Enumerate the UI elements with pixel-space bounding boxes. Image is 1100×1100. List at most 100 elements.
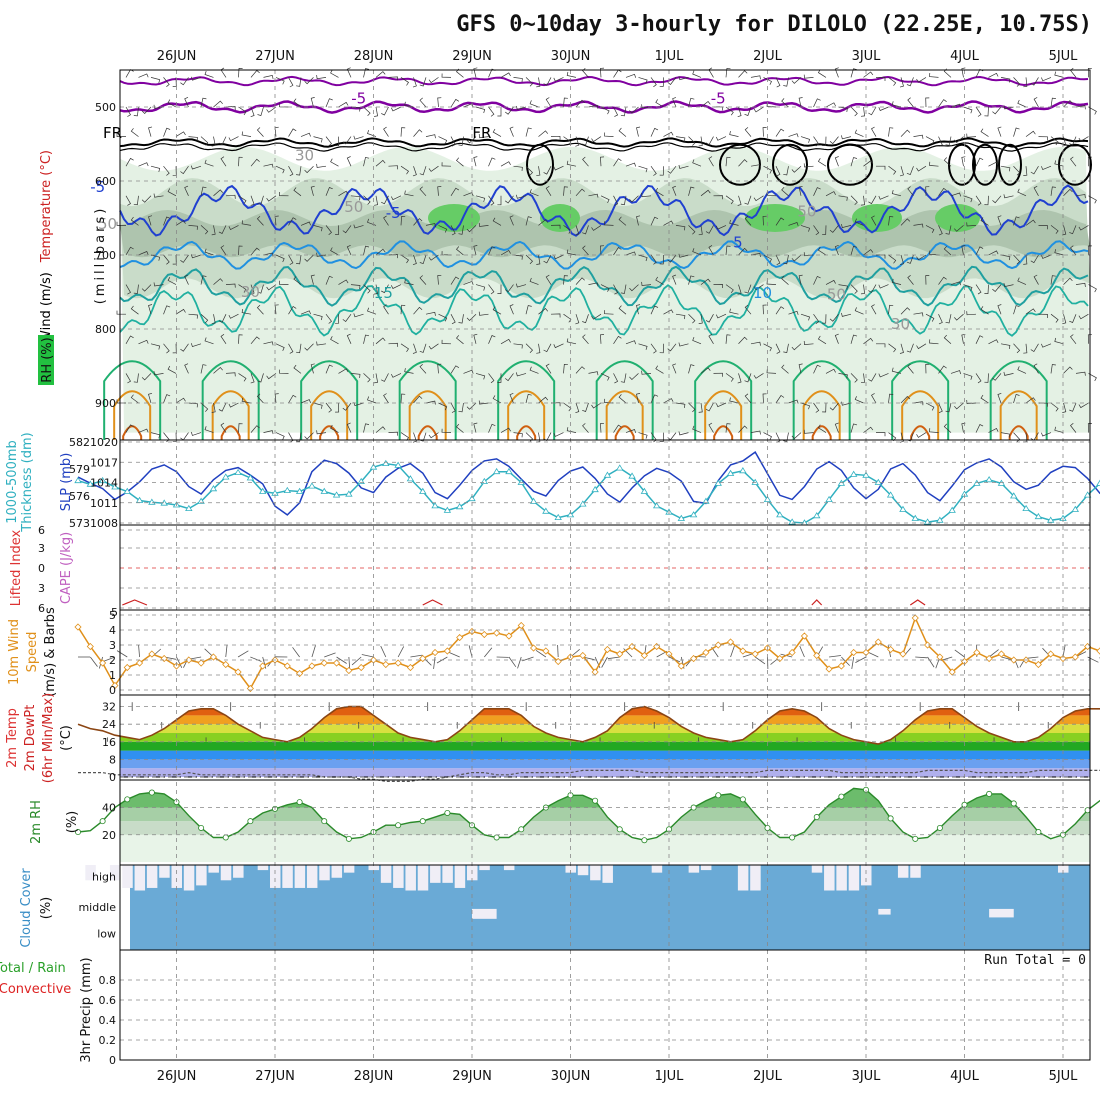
wind-barb — [1013, 393, 1020, 404]
wind-barb — [275, 343, 285, 351]
wind-barb — [781, 275, 789, 285]
temp-20-isotherm-dome — [595, 360, 654, 440]
thickness-point — [566, 511, 575, 518]
wind-barb — [888, 165, 897, 175]
wind-barb — [863, 71, 874, 78]
bottom-date-label: 4JUL — [950, 1069, 980, 1084]
wind-barb — [190, 165, 202, 170]
wind-barb — [529, 189, 539, 197]
wind-barb — [342, 313, 352, 322]
wind-barb — [138, 339, 149, 345]
temp-20-isotherm-dome — [201, 360, 260, 440]
wind-speed-point — [529, 644, 538, 652]
wind-barb — [813, 98, 821, 108]
wind-barb — [141, 195, 152, 203]
wind-barb — [153, 193, 164, 198]
wind-barb — [304, 77, 314, 85]
thickness-point — [332, 491, 341, 498]
wind-barb — [692, 159, 702, 167]
wind-barb — [346, 333, 352, 344]
wind-barb — [404, 101, 414, 108]
wind-barb — [363, 373, 371, 383]
thickness-point — [899, 505, 907, 512]
wind-barb — [1050, 402, 1059, 412]
wind-barb — [515, 283, 527, 288]
wind-barb — [834, 333, 839, 344]
wind-barb — [500, 338, 511, 345]
wind-barb — [708, 156, 714, 167]
wind-barb — [783, 432, 789, 442]
wind-barb — [141, 106, 152, 114]
wind-speed-point — [702, 648, 710, 657]
wind-barb — [428, 77, 439, 84]
wind-barb — [1017, 99, 1027, 108]
wind-speed-point — [690, 654, 698, 663]
rh-tick-label: 20 — [102, 829, 116, 842]
wind-barb — [775, 343, 781, 354]
contour-label: 50 — [797, 203, 816, 221]
wind-speed-point — [653, 642, 661, 651]
wind-barb — [213, 278, 223, 285]
run-total-label: Run Total = 0 — [984, 953, 1086, 968]
wind-barb — [509, 126, 514, 137]
wind-barb — [1013, 305, 1020, 315]
bottom-date-label: 27JUN — [255, 1069, 295, 1084]
wind-barb — [829, 136, 839, 145]
wind-barb — [218, 136, 227, 146]
surface-wind-barb — [927, 656, 935, 668]
wind-speed-point — [800, 632, 809, 640]
temp-25-isotherm-dome — [507, 390, 546, 440]
wind-barb — [1050, 275, 1056, 285]
wind-barb — [536, 77, 541, 88]
temp-color-band — [120, 733, 1090, 742]
wind-barb — [488, 373, 495, 384]
wind-speed-point — [628, 642, 636, 651]
wind-barb — [163, 77, 170, 87]
wind-barb — [504, 195, 514, 204]
wind-barb — [988, 339, 999, 345]
wind-barb — [860, 106, 865, 117]
wind-barb — [1063, 277, 1073, 285]
wind-barb — [850, 373, 858, 383]
wind-barb — [975, 424, 984, 433]
wind-barb — [381, 106, 389, 116]
wind-barb — [204, 248, 214, 256]
wind-barb — [190, 431, 202, 436]
surface-wind-barb — [915, 656, 928, 659]
wind-barb — [798, 363, 803, 374]
wind-barb — [175, 131, 186, 137]
wind-barb — [900, 218, 911, 226]
wind-speed-point — [751, 650, 759, 658]
wind-barb — [450, 225, 456, 236]
wind-barb — [938, 187, 947, 197]
wind-barb — [473, 67, 478, 78]
surface-wind-barb — [535, 649, 547, 658]
wind-barb — [150, 165, 161, 172]
wind-barb — [492, 217, 502, 226]
high-cloud-gap — [220, 865, 232, 881]
wind-barb — [925, 402, 935, 411]
wind-barb — [211, 136, 216, 147]
thickness-point — [579, 500, 587, 507]
wind-barb — [650, 305, 659, 315]
wind-barb — [163, 165, 170, 176]
wind-barb — [613, 158, 622, 167]
contour-label: -5 — [386, 204, 401, 222]
wind-barb — [854, 307, 864, 315]
wind-barb — [625, 251, 637, 256]
surface-wind-barb — [311, 645, 316, 658]
wind-barb — [860, 284, 865, 295]
wind-barb — [575, 225, 580, 236]
thickness-point — [813, 512, 821, 519]
wind-barb — [725, 68, 731, 78]
wind-barb — [200, 275, 207, 285]
wind-barb — [763, 343, 772, 352]
wind-barb — [346, 67, 352, 78]
wind-barb — [899, 432, 904, 443]
rh-point — [518, 826, 525, 833]
wind-barb — [116, 133, 126, 137]
wind-barb — [488, 423, 496, 433]
wind-barb — [200, 97, 207, 108]
wind-barb — [437, 97, 442, 108]
high-cloud-gap — [306, 865, 318, 888]
